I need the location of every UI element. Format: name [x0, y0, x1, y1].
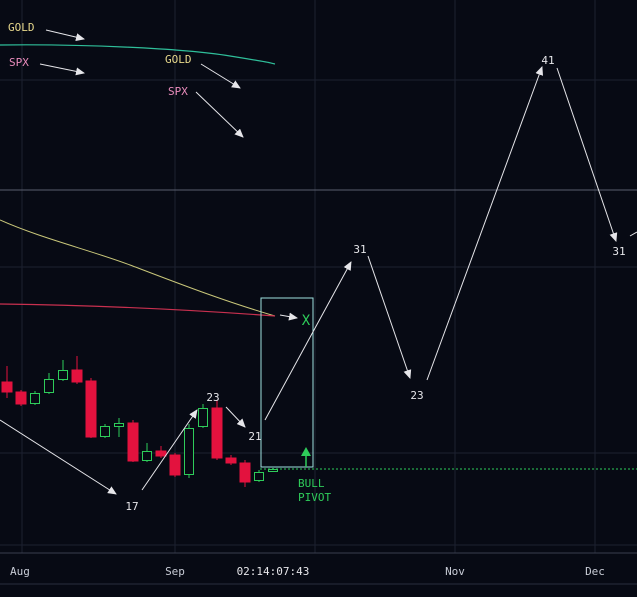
marker: X: [302, 313, 311, 329]
wave-label: 31: [612, 245, 625, 258]
pivot-label: BULL: [298, 477, 325, 490]
overlay-lines: [0, 44, 637, 470]
x-axis-label: 02:14:07:43: [237, 565, 310, 578]
wave-label: 41: [541, 54, 554, 67]
x-axis-label: Sep: [165, 565, 185, 578]
pivot-box: [260, 297, 314, 468]
wave-label: 17: [125, 500, 138, 513]
wave-label: 21: [248, 430, 261, 443]
x-axis-label: Aug: [10, 565, 30, 578]
overlay-spx: SPX: [168, 85, 188, 98]
x-axis-label: Dec: [585, 565, 605, 578]
candles: [1, 356, 278, 487]
x-axis-label: Nov: [445, 565, 465, 578]
pivot-label: PIVOT: [298, 491, 331, 504]
wave-label: 31: [353, 243, 366, 256]
overlay-gold: GOLD: [165, 53, 192, 66]
wave-label: 23: [410, 389, 423, 402]
arrows: [0, 29, 637, 495]
wave-label: 23: [206, 391, 219, 404]
legend-spx: SPX: [9, 56, 29, 69]
legend-gold: GOLD: [8, 21, 35, 34]
grid: [0, 0, 637, 585]
